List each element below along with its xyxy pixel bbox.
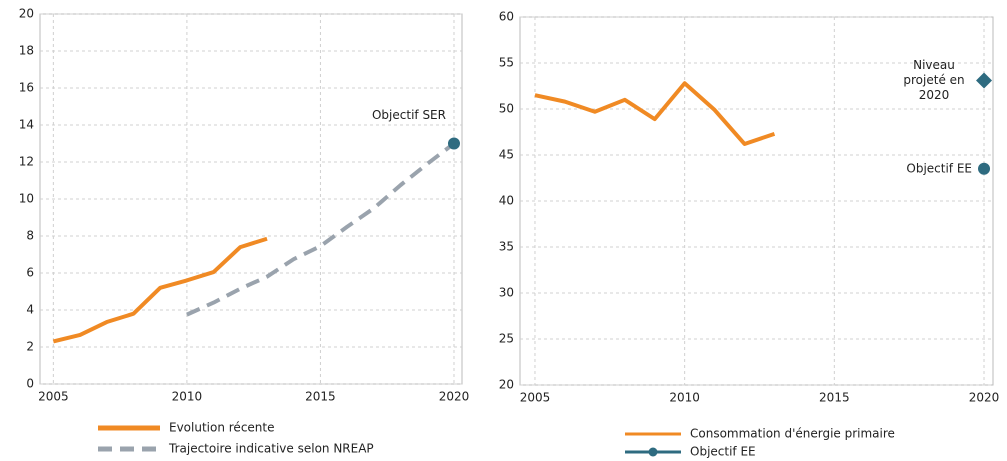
x-tick-label: 2015 [819,391,850,405]
marker-label: 2020 [919,88,950,102]
y-tick-label: 8 [26,229,34,243]
y-tick-label: 45 [499,148,514,162]
marker-label: projeté en [903,73,964,87]
target-point [978,162,991,175]
legend-label: Trajectoire indicative selon NREAP [168,442,374,456]
y-tick-label: 55 [499,56,514,70]
y-tick-label: 10 [19,192,34,206]
y-tick-label: 18 [19,44,34,58]
y-tick-label: 4 [26,303,34,317]
x-tick-label: 2005 [520,391,551,405]
target-point [447,137,460,150]
x-tick-label: 2020 [439,390,470,404]
x-tick-label: 2005 [38,390,69,404]
y-tick-label: 6 [26,266,34,280]
y-tick-label: 16 [19,81,34,95]
series-line [534,81,776,146]
y-tick-label: 40 [499,194,514,208]
legend-label: Consommation d'énergie primaire [690,427,895,441]
series-line [52,236,268,344]
y-tick-label: 25 [499,332,514,346]
y-tick-label: 60 [499,10,514,24]
y-tick-label: 0 [26,377,34,391]
marker-label: Objectif SER [372,108,446,122]
legend-label: Evolution récente [169,421,275,435]
y-tick-label: 50 [499,102,514,116]
marker-label: Niveau [913,58,955,72]
x-tick-label: 2020 [969,391,1000,405]
y-tick-label: 12 [19,155,34,169]
x-tick-label: 2015 [305,390,336,404]
legend-swatch-marker [648,447,658,457]
point-label: Objectif EE [906,161,972,175]
y-tick-label: 30 [499,286,514,300]
projection-marker [976,72,993,89]
series-line [186,141,456,317]
y-tick-label: 14 [19,118,34,132]
y-tick-label: 35 [499,240,514,254]
y-tick-label: 2 [26,340,34,354]
x-tick-label: 2010 [669,391,700,405]
x-tick-label: 2010 [172,390,203,404]
legend-label: Objectif EE [690,445,756,459]
y-tick-label: 20 [19,7,34,21]
y-tick-label: 20 [499,378,514,392]
